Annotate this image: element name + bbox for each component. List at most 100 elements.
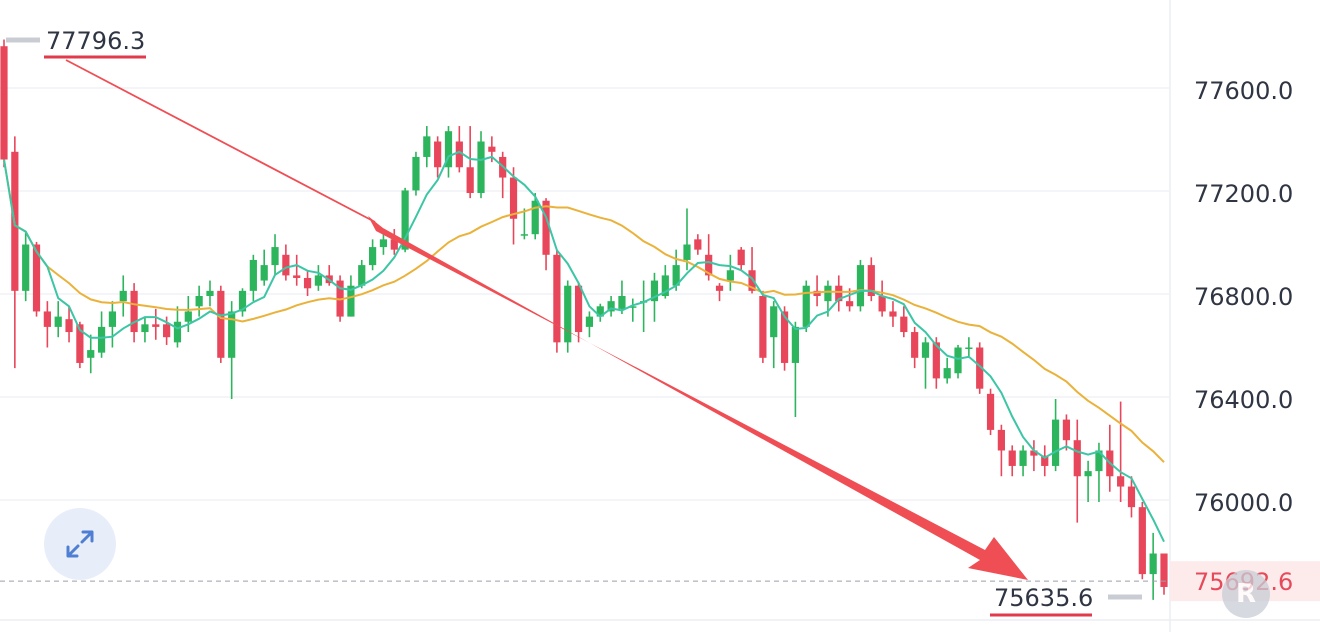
candle-body — [802, 285, 810, 327]
candle-57 — [618, 280, 626, 315]
candle-body — [32, 244, 41, 312]
candle-body — [694, 239, 702, 250]
candle-body — [661, 275, 669, 296]
arrow-shaft-head — [368, 216, 1028, 580]
candle-body — [878, 296, 886, 312]
candle-body — [173, 321, 182, 343]
candle-body — [379, 239, 388, 248]
candle-body — [520, 234, 528, 236]
candle-body — [650, 280, 659, 302]
candle-28 — [303, 270, 312, 296]
candle-0 — [0, 39, 8, 168]
candle-82 — [889, 301, 897, 327]
candle-body — [184, 311, 192, 322]
candle-body — [585, 316, 594, 327]
candle-body — [607, 301, 615, 312]
candle-body — [54, 316, 62, 327]
candle-89 — [965, 337, 973, 358]
candle-83 — [900, 306, 908, 338]
candle-body — [195, 296, 203, 307]
candle-body — [303, 277, 312, 289]
candle-75 — [813, 275, 821, 307]
candle-24 — [260, 249, 268, 286]
candle-body — [455, 141, 463, 168]
candle-body — [108, 311, 117, 327]
candle-10 — [108, 301, 117, 348]
candle-body — [683, 244, 691, 260]
candle-body — [314, 275, 322, 286]
candle-92 — [997, 424, 1005, 477]
candle-body — [1019, 450, 1027, 466]
candle-body — [1149, 553, 1157, 575]
candle-body — [542, 200, 550, 255]
candle-body — [889, 311, 897, 317]
trend-arrow — [65, 59, 1028, 580]
candle-body — [1117, 476, 1125, 487]
high-price-label: 77796.3 — [46, 27, 145, 55]
candle-79 — [856, 259, 865, 312]
candle-body — [390, 239, 398, 250]
low-price-label: 75635.6 — [994, 584, 1093, 612]
candle-99 — [1073, 419, 1081, 523]
candle-body — [976, 347, 984, 389]
candle-51 — [553, 249, 561, 353]
candle-74 — [802, 280, 810, 333]
candle-55 — [596, 303, 604, 322]
candle-104 — [1127, 476, 1136, 518]
candle-2 — [22, 231, 30, 302]
candle-4 — [43, 301, 51, 348]
candle-body — [293, 275, 301, 278]
candle-body — [759, 296, 767, 358]
candle-96 — [1041, 445, 1049, 477]
candle-54 — [585, 311, 594, 338]
candle-22 — [238, 288, 247, 317]
candle-67 — [726, 254, 734, 291]
candle-98 — [1062, 414, 1071, 451]
candle-81 — [878, 280, 886, 317]
candle-body — [368, 247, 377, 266]
candle-body — [553, 254, 561, 343]
candle-body — [412, 156, 420, 191]
high-annotation: 77796.3 — [6, 27, 146, 59]
candle-35 — [379, 231, 388, 255]
candle-41 — [444, 126, 453, 178]
candle-3 — [32, 241, 41, 317]
candle-32 — [347, 275, 355, 317]
candle-12 — [130, 283, 138, 343]
candle-8 — [87, 334, 95, 374]
candle-body — [780, 311, 789, 363]
candle-87 — [943, 357, 951, 384]
candle-body — [856, 265, 865, 307]
candle-body — [900, 316, 908, 333]
candle-body — [0, 46, 8, 160]
candle-34 — [368, 239, 377, 271]
candle-body — [76, 324, 84, 363]
candle-body — [921, 342, 930, 358]
candle-94 — [1019, 445, 1027, 477]
candles — [0, 39, 1168, 600]
candle-body — [1073, 440, 1081, 477]
candle-103 — [1117, 401, 1125, 502]
candle-body — [141, 324, 149, 333]
candle-84 — [911, 326, 919, 369]
candle-body — [715, 285, 724, 291]
candle-25 — [271, 234, 279, 276]
candle-body — [43, 311, 51, 327]
candle-body — [672, 265, 680, 286]
candle-body — [282, 254, 290, 276]
candle-90 — [976, 342, 984, 394]
candle-1 — [11, 136, 19, 369]
candle-body — [737, 249, 745, 266]
candle-93 — [1008, 445, 1016, 477]
candle-52 — [564, 280, 572, 353]
expand-icon — [66, 530, 94, 558]
candle-body — [434, 141, 442, 168]
expand-chart-button[interactable] — [44, 508, 116, 580]
candle-body — [1062, 419, 1071, 441]
candle-body — [22, 244, 30, 291]
candle-body — [1127, 486, 1136, 508]
candle-58 — [629, 298, 637, 322]
candle-26 — [282, 244, 290, 281]
